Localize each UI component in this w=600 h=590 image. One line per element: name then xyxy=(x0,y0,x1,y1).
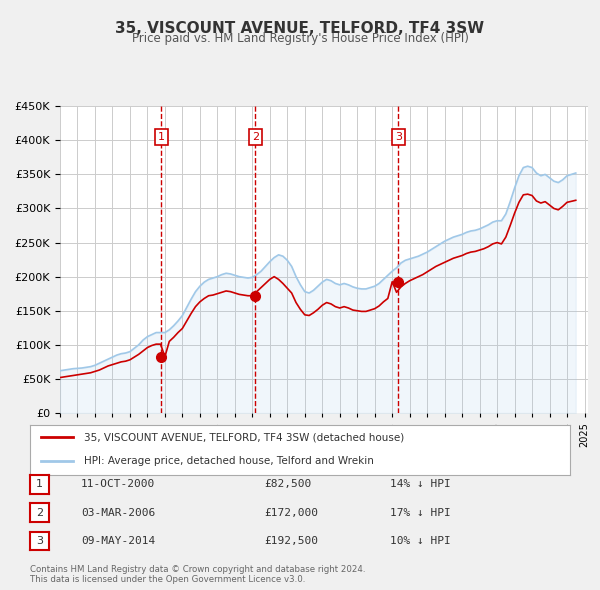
Text: 2: 2 xyxy=(36,508,43,517)
Text: 35, VISCOUNT AVENUE, TELFORD, TF4 3SW (detached house): 35, VISCOUNT AVENUE, TELFORD, TF4 3SW (d… xyxy=(84,432,404,442)
Text: 2: 2 xyxy=(252,132,259,142)
Text: 17% ↓ HPI: 17% ↓ HPI xyxy=(390,508,451,517)
Text: 09-MAY-2014: 09-MAY-2014 xyxy=(81,536,155,546)
Text: 1: 1 xyxy=(36,480,43,489)
Text: £192,500: £192,500 xyxy=(264,536,318,546)
Text: 10% ↓ HPI: 10% ↓ HPI xyxy=(390,536,451,546)
Text: HPI: Average price, detached house, Telford and Wrekin: HPI: Average price, detached house, Telf… xyxy=(84,456,374,466)
Text: 1: 1 xyxy=(158,132,165,142)
Text: Price paid vs. HM Land Registry's House Price Index (HPI): Price paid vs. HM Land Registry's House … xyxy=(131,32,469,45)
Text: 03-MAR-2006: 03-MAR-2006 xyxy=(81,508,155,517)
Text: £82,500: £82,500 xyxy=(264,480,311,489)
Text: 35, VISCOUNT AVENUE, TELFORD, TF4 3SW: 35, VISCOUNT AVENUE, TELFORD, TF4 3SW xyxy=(115,21,485,35)
Text: 3: 3 xyxy=(36,536,43,546)
Text: 11-OCT-2000: 11-OCT-2000 xyxy=(81,480,155,489)
Text: Contains HM Land Registry data © Crown copyright and database right 2024.
This d: Contains HM Land Registry data © Crown c… xyxy=(30,565,365,584)
Text: 3: 3 xyxy=(395,132,402,142)
Text: 14% ↓ HPI: 14% ↓ HPI xyxy=(390,480,451,489)
Text: £172,000: £172,000 xyxy=(264,508,318,517)
